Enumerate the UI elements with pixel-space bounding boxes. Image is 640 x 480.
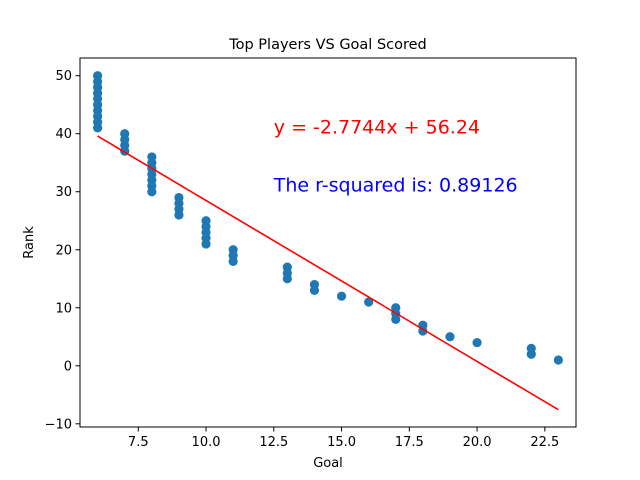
x-axis-label: Goal xyxy=(313,456,343,471)
scatter-point xyxy=(336,291,347,301)
scatter-point xyxy=(309,285,320,295)
scatter-point xyxy=(228,256,238,266)
scatter-point xyxy=(147,187,157,197)
y-axis-ticks: −10 0 10 20 30 40 50 xyxy=(45,69,80,432)
scatter-point xyxy=(93,123,103,133)
x-axis-ticks: 7.5 10.0 12.5 15.0 17.5 20.0 22.5 xyxy=(128,427,559,450)
x-tick-label: 15.0 xyxy=(327,435,356,450)
scatter-point xyxy=(391,314,401,324)
regression-line xyxy=(97,135,559,411)
regression-equation-label: y = -2.7744x + 56.24 xyxy=(274,117,480,139)
scatter-point xyxy=(174,210,184,220)
y-axis-label: Rank xyxy=(22,226,37,259)
y-tick-label: 10 xyxy=(55,301,72,316)
y-tick-label: −10 xyxy=(45,417,72,432)
plot-frame xyxy=(79,57,577,428)
y-tick-label: 50 xyxy=(55,69,72,84)
scatter-point xyxy=(445,332,455,342)
x-tick-label: 7.5 xyxy=(128,435,149,450)
y-tick-label: 30 xyxy=(55,185,72,200)
plot-marks xyxy=(93,71,563,411)
scatter-point xyxy=(472,337,482,348)
chart-title: Top Players VS Goal Scored xyxy=(228,37,427,53)
x-tick-label: 20.0 xyxy=(463,435,492,450)
x-tick-label: 12.5 xyxy=(259,435,288,450)
r-squared-label: The r-squared is: 0.89126 xyxy=(273,175,518,197)
x-tick-label: 22.5 xyxy=(530,435,559,450)
scatter-point xyxy=(553,355,563,365)
y-tick-label: 20 xyxy=(55,243,72,258)
x-tick-label: 10.0 xyxy=(192,435,221,450)
x-tick-label: 17.5 xyxy=(395,435,424,450)
y-tick-label: 0 xyxy=(64,359,72,374)
scatter-point xyxy=(526,349,536,359)
annotations: y = -2.7744x + 56.24 The r-squared is: 0.… xyxy=(273,117,518,197)
scatter-point xyxy=(282,274,292,284)
scatter-point xyxy=(364,297,374,307)
scatter-point xyxy=(201,239,211,249)
y-tick-label: 40 xyxy=(55,127,72,142)
